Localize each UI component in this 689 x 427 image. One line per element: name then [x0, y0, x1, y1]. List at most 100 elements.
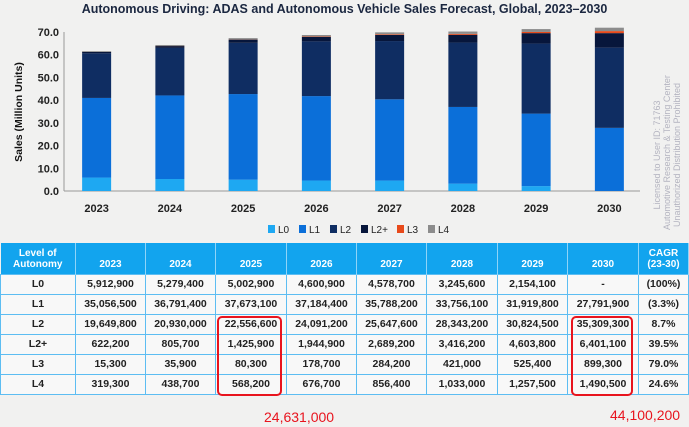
table-cell: 27,791,900	[567, 293, 639, 315]
bar-segment-l2	[228, 42, 258, 95]
bar-segment-l0	[448, 183, 478, 191]
bar-segment-l4	[521, 29, 551, 32]
table-cell: 5,279,400	[145, 273, 216, 295]
bar-segment-l1	[82, 97, 112, 178]
table-cell: 39.5%	[638, 333, 689, 355]
bar-segment-l1	[228, 94, 258, 180]
y-tick-label: 20.0	[38, 141, 59, 153]
legend-label: L0	[278, 225, 290, 236]
legend-swatch	[428, 225, 435, 233]
y-tick-label: 40.0	[38, 95, 59, 107]
watermark: Licensed to User ID: 71763 Automotive Re…	[652, 75, 682, 230]
sum-2030-annotation: 44,100,200	[610, 407, 681, 423]
chart-title: Autonomous Driving: ADAS and Autonomous …	[81, 2, 608, 16]
legend-label: L4	[438, 225, 450, 236]
bar-segment-l2plus	[521, 33, 551, 44]
y-tick-label: 30.0	[38, 118, 59, 130]
bar-segment-l4	[301, 35, 331, 37]
table-cell: 1,257,500	[497, 373, 568, 395]
highlight-box-2025	[217, 316, 282, 396]
bar-segment-l2plus	[82, 51, 112, 54]
table-cell: 8.7%	[638, 313, 689, 335]
table-cell: 33,756,100	[426, 293, 498, 315]
legend-label: L2+	[371, 225, 388, 236]
table-cell: 899,300	[567, 353, 639, 375]
table-cell: 856,400	[356, 373, 427, 395]
table-cell: (100%)	[638, 273, 689, 295]
bar-segment-l0	[301, 180, 331, 191]
legend-label: L1	[309, 225, 321, 236]
table-cell: 622,200	[75, 333, 146, 355]
bar-segment-l0	[521, 186, 551, 191]
table-cell: 805,700	[145, 333, 216, 355]
table-cell: 19,649,800	[75, 313, 146, 335]
table-row: L2+ 622,200 805,700 1,425,900 1,944,900 2,689…	[0, 333, 689, 355]
table-cell: 4,600,900	[286, 273, 357, 295]
table-cell: 3,416,200	[426, 333, 498, 355]
table-cell: 80,300	[215, 353, 287, 375]
table-cell: 5,912,900	[75, 273, 146, 295]
table-cell: 35,056,500	[75, 293, 146, 315]
table-row: L3 15,300 35,900 80,300 178,700 284,200 421,00…	[0, 353, 689, 375]
y-tick-label: 50.0	[38, 72, 59, 84]
table-cell: 35,788,200	[356, 293, 427, 315]
table-cell: 24.6%	[638, 373, 689, 395]
column-header: 2026	[286, 243, 357, 274]
bar-segment-l1	[594, 127, 624, 191]
bar-segment-l4	[448, 31, 478, 34]
bar-segment-l4	[155, 44, 185, 46]
row-label: L1	[0, 293, 76, 315]
bar-segment-l2	[301, 41, 331, 97]
bar-segment-l2	[155, 47, 185, 96]
column-header: 2027	[356, 243, 427, 274]
table-cell: 35,309,300	[567, 313, 639, 335]
row-label: L0	[0, 273, 76, 295]
legend-swatch	[361, 225, 368, 233]
bar-segment-l1	[448, 106, 478, 184]
column-header: 2023	[75, 243, 146, 274]
highlight-box-2030	[571, 316, 633, 396]
column-header: 2024	[145, 243, 216, 274]
row-label: L3	[0, 353, 76, 375]
table-cell: 421,000	[426, 353, 498, 375]
bar-segment-l0	[228, 179, 258, 191]
bar-segment-l1	[521, 113, 551, 187]
table-cell: 24,091,200	[286, 313, 357, 335]
table-cell: 37,673,100	[215, 293, 287, 315]
watermark-line: Unauthorized Distribution Prohibited	[672, 82, 682, 228]
bar-segment-l4	[228, 38, 258, 40]
bar-segment-l2	[448, 42, 478, 107]
column-header: 2030	[567, 243, 639, 274]
table-row: L1 35,056,500 36,791,400 37,673,100 37,184,4…	[0, 293, 689, 315]
bar-segment-l2plus	[228, 39, 258, 43]
bar-segment-l2plus	[301, 36, 331, 42]
table-cell: 2,689,200	[356, 333, 427, 355]
y-tick-label: 70.0	[38, 27, 59, 39]
y-tick-label: 60.0	[38, 50, 59, 62]
y-tick-label: 10.0	[38, 163, 59, 175]
table-cell: 438,700	[145, 373, 216, 395]
table-cell: 525,400	[497, 353, 568, 375]
watermark-line: Automotive Research & Testing Center	[662, 75, 672, 230]
legend-label: L2	[340, 225, 352, 236]
table-cell: 676,700	[286, 373, 357, 395]
row-label: L2	[0, 313, 76, 335]
column-header: 2029	[497, 243, 568, 274]
bar-segment-l2	[82, 53, 112, 98]
legend-label: L3	[407, 225, 419, 236]
table-cell: 37,184,400	[286, 293, 357, 315]
bar-segment-l1	[301, 96, 331, 181]
x-tick-label: 2026	[304, 203, 328, 215]
table-row: L0 5,912,900 5,279,400 5,002,900 4,600,900 4,…	[0, 273, 689, 295]
table-cell: 25,647,600	[356, 313, 427, 335]
table-cell: 36,791,400	[145, 293, 216, 315]
table-cell: 178,700	[286, 353, 357, 375]
bar-segment-l1	[375, 99, 405, 181]
table-cell: (3.3%)	[638, 293, 689, 315]
x-tick-label: 2028	[451, 203, 475, 215]
table-cell: 3,245,600	[426, 273, 498, 295]
table-cell: 1,033,000	[426, 373, 498, 395]
table-cell: 319,300	[75, 373, 146, 395]
bar-segment-l2	[521, 43, 551, 114]
bar-segment-l2plus	[155, 46, 185, 48]
